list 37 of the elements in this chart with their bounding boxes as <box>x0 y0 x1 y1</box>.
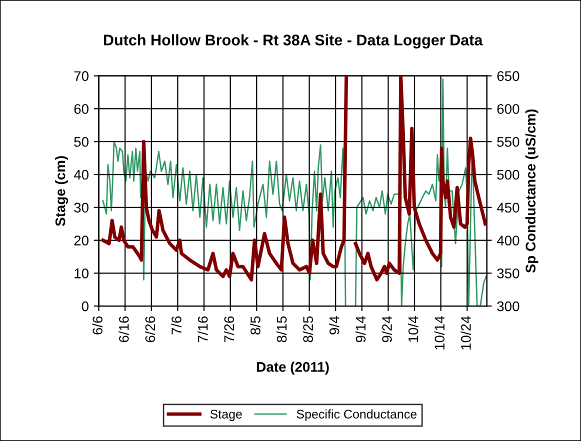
x-tick-label: 8/25 <box>302 316 313 342</box>
y2-tick-label: 600 <box>497 104 520 114</box>
x-tick-label: 7/16 <box>198 316 208 342</box>
y2-tick-label: 400 <box>496 236 520 246</box>
y-tick-label: 30 <box>74 202 89 213</box>
y2-tick-label: 500 <box>497 170 520 180</box>
y-tick-label: 50 <box>74 136 89 147</box>
x-tick-label: 10/14 <box>434 316 445 350</box>
y-tick-label: 70 <box>74 71 89 82</box>
x-tick-label: 10/24 <box>460 316 471 350</box>
x-tick-label: 9/4 <box>329 316 340 334</box>
y-tick-label: 20 <box>74 236 89 246</box>
x-tick-label: 6/6 <box>92 316 102 334</box>
y2-tick-label: 300 <box>497 301 520 312</box>
y2-tick-label: 350 <box>497 268 520 278</box>
chart-title: Dutch Hollow Brook - Rt 38A Site - Data Logger Data <box>104 34 483 49</box>
legend-label: Specific Conductance <box>296 409 417 422</box>
x-tick-label: 8/15 <box>276 316 287 342</box>
x-tick-label: 6/16 <box>118 316 129 342</box>
y-tick-label: 40 <box>74 170 89 180</box>
y2-tick-label: 550 <box>497 136 520 147</box>
y2-tick-label: 450 <box>496 202 520 213</box>
y-tick-label: 60 <box>74 104 89 114</box>
y-tick-label: 0 <box>82 301 89 312</box>
y2-axis-title: Sp Conductance (uS/cm) <box>525 109 538 273</box>
y2-tick-label: 650 <box>497 71 520 82</box>
legend-label: Stage <box>210 410 242 422</box>
x-tick-label: 9/24 <box>382 316 392 342</box>
x-tick-label: 6/26 <box>144 316 156 342</box>
x-tick-label: 8/5 <box>250 316 260 334</box>
y-axis-title: Stage (cm) <box>55 156 68 226</box>
x-tick-label: 10/4 <box>408 316 418 342</box>
x-axis-title: Date (2011) <box>257 362 329 375</box>
x-tick-label: 9/14 <box>355 316 366 342</box>
x-tick-label: 7/6 <box>171 316 182 334</box>
y-tick-label: 10 <box>74 268 89 278</box>
x-tick-label: 7/26 <box>224 316 234 342</box>
